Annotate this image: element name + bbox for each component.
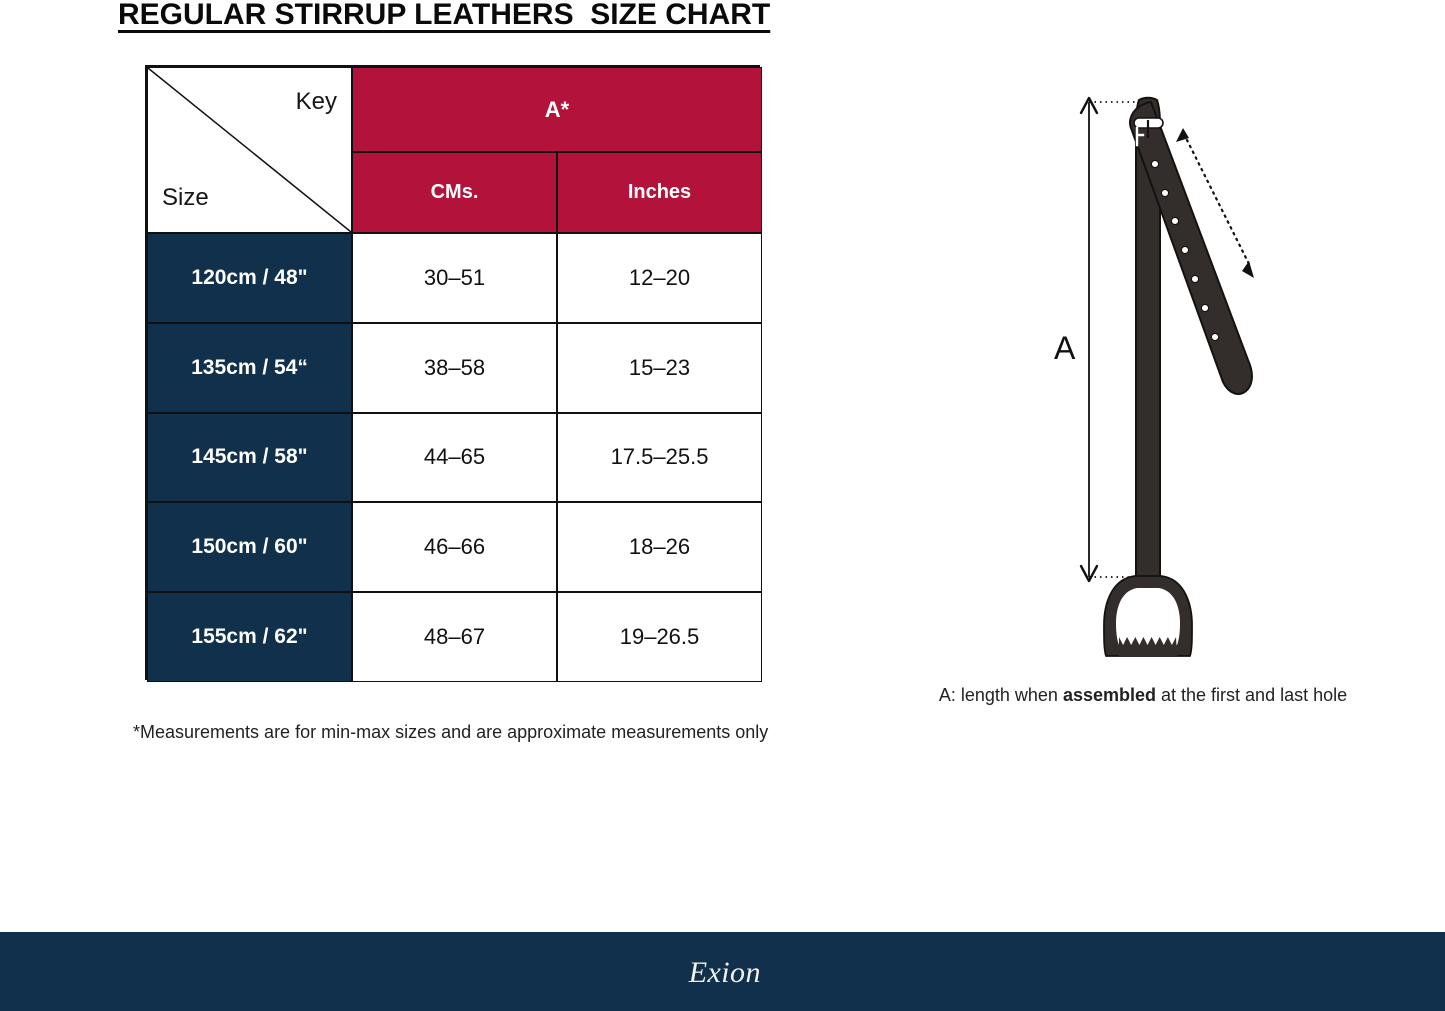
svg-text:Exion: Exion bbox=[687, 956, 760, 989]
